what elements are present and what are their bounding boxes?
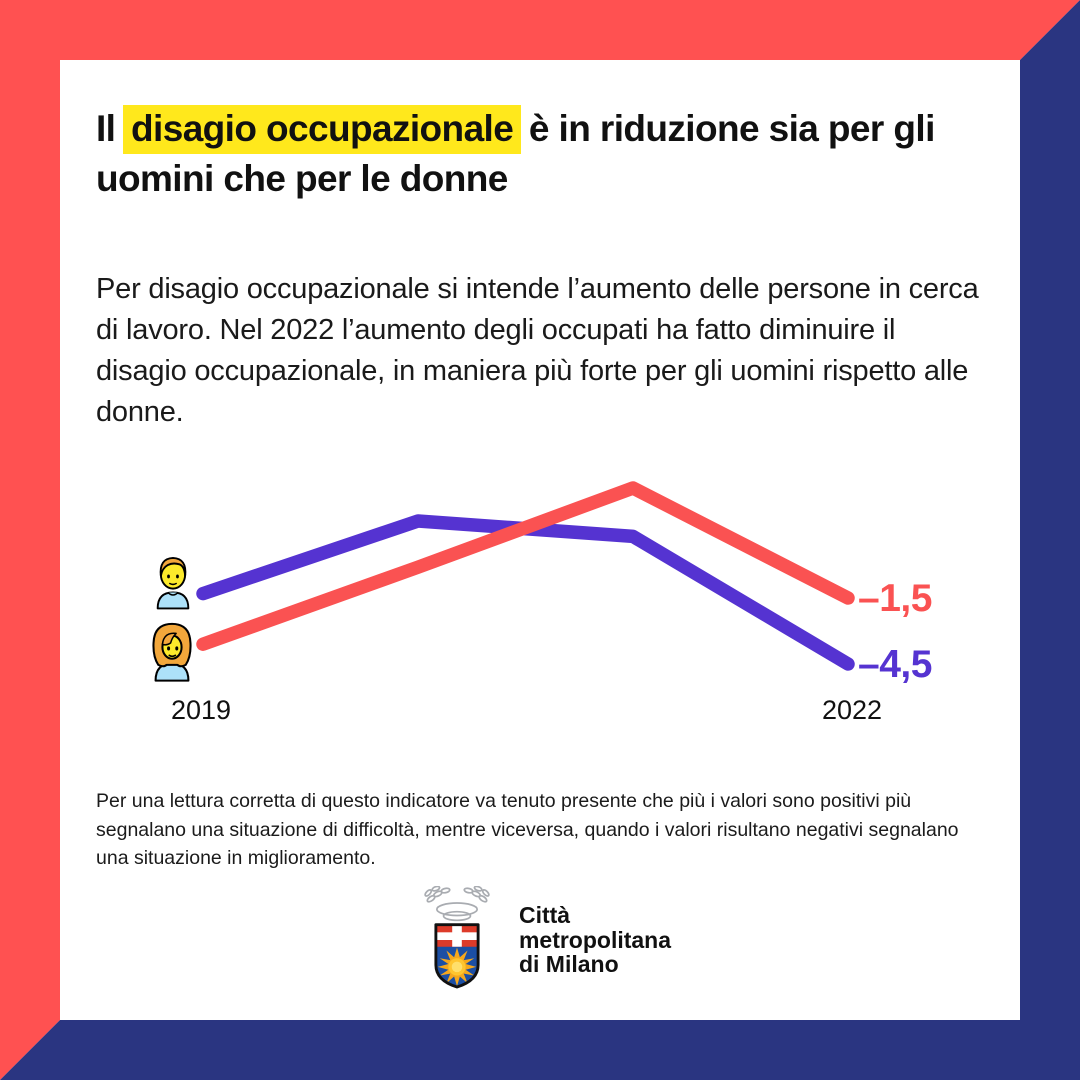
logo-line-1: Città: [518, 902, 571, 929]
logo-line-3: di Milano: [518, 951, 619, 978]
logo-citta-metropolitana: Città metropolitana di Milano: [96, 886, 984, 994]
line-chart-canvas: [196, 481, 855, 672]
intro-paragraph: Per disagio occupazionale si intende l’a…: [96, 272, 979, 429]
woman-icon: [146, 617, 198, 683]
man-icon: [150, 549, 196, 610]
milan-crest-icon: [424, 886, 490, 989]
men-end-value-label: –4,5: [858, 643, 932, 687]
women-end-value-label: –1,5: [858, 577, 932, 621]
title-highlight: disagio occupazionale: [123, 105, 522, 154]
logo-line-2: metropolitana: [518, 926, 672, 953]
x-axis-label-2019: 2019: [170, 695, 232, 726]
employment-distress-line-chart: 2019 2022 –1,5 –4,5: [96, 461, 984, 761]
logo-wordmark: Città metropolitana di Milano: [519, 903, 671, 977]
title-text-before: Il: [96, 108, 126, 149]
content-card: Il disagio occupazionale è in riduzione …: [60, 60, 1020, 1020]
title-text-after: è in riduzione sia per gli uomini che pe…: [96, 108, 935, 200]
page-title: Il disagio occupazionale è in riduzione …: [96, 104, 984, 205]
footnote: Per una lettura corretta di questo indic…: [96, 790, 959, 869]
x-axis-label-2022: 2022: [821, 695, 883, 726]
chart-line-donne: [196, 481, 855, 652]
